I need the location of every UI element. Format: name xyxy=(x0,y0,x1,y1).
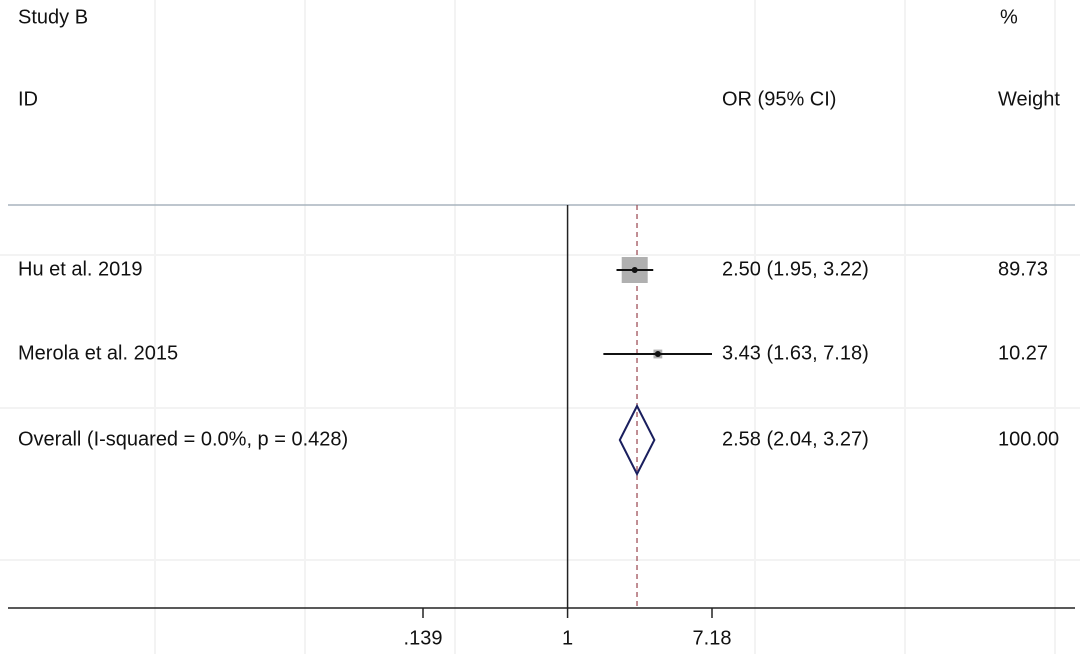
overall-diamond xyxy=(618,403,656,477)
x-tick-label: 7.18 xyxy=(693,627,732,649)
title: Study B xyxy=(18,6,88,28)
effect-header: OR (95% CI) xyxy=(722,88,836,110)
id-header: ID xyxy=(18,88,38,110)
effect-label: 2.58 (2.04, 3.27) xyxy=(722,428,869,450)
x-tick-label: 1 xyxy=(562,627,573,649)
weight-label: 89.73 xyxy=(998,258,1048,280)
weight-header-top: % xyxy=(1000,6,1018,28)
point-estimate xyxy=(631,267,638,273)
study-name: Hu et al. 2019 xyxy=(18,258,143,280)
x-tick-label: .139 xyxy=(404,627,443,649)
study-name: Merola et al. 2015 xyxy=(18,342,178,364)
point-estimate xyxy=(654,351,661,357)
overall-name: Overall (I-squared = 0.0%, p = 0.428) xyxy=(18,428,348,450)
effect-label: 3.43 (1.63, 7.18) xyxy=(722,342,869,364)
weight-header: Weight xyxy=(998,88,1060,110)
weight-label: 100.00 xyxy=(998,428,1059,450)
weight-label: 10.27 xyxy=(998,342,1048,364)
effect-label: 2.50 (1.95, 3.22) xyxy=(722,258,869,280)
